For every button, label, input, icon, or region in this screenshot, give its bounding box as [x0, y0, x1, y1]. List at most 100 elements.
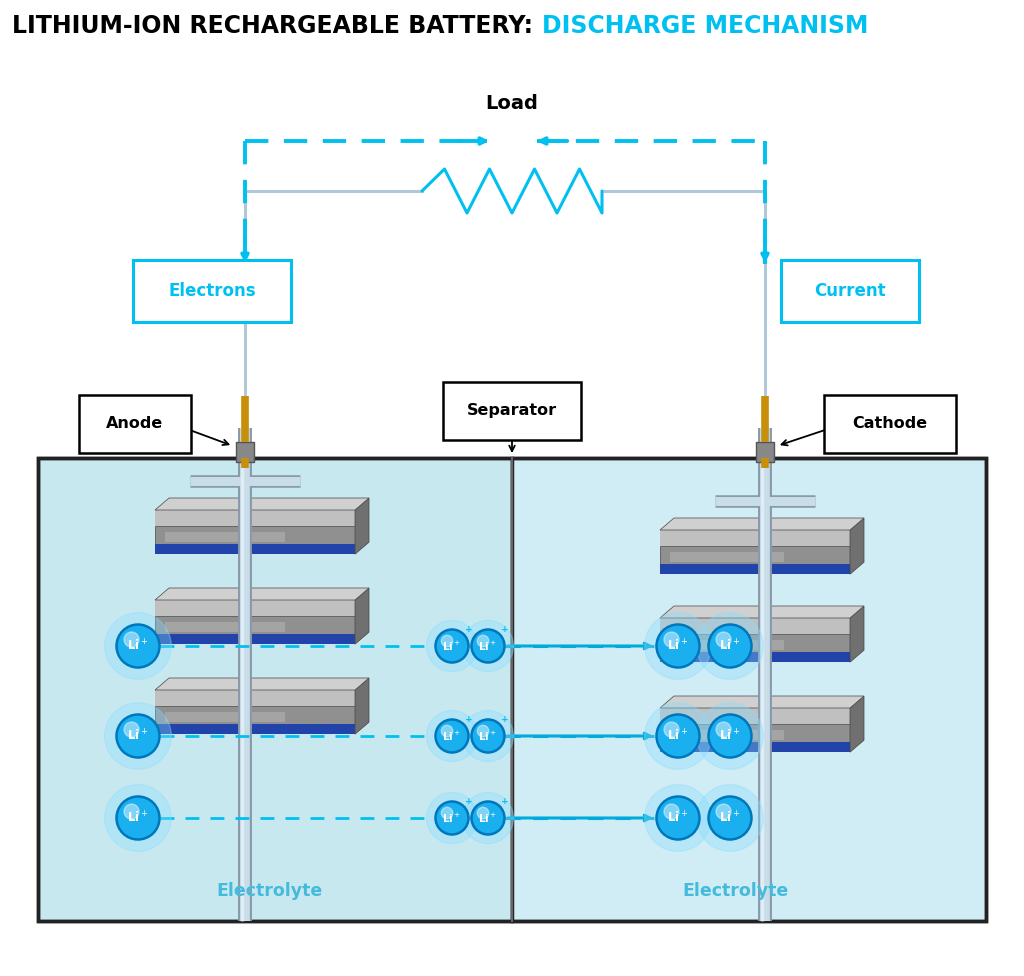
FancyBboxPatch shape — [155, 724, 355, 734]
Circle shape — [656, 796, 699, 839]
Text: Li$^+$: Li$^+$ — [668, 638, 688, 654]
Text: Separator: Separator — [467, 403, 557, 419]
FancyBboxPatch shape — [155, 634, 355, 644]
Text: Anode: Anode — [106, 417, 164, 431]
FancyBboxPatch shape — [660, 564, 850, 574]
Circle shape — [124, 804, 139, 819]
FancyBboxPatch shape — [660, 618, 850, 634]
Text: +: + — [501, 796, 509, 805]
Polygon shape — [155, 498, 369, 510]
FancyBboxPatch shape — [660, 546, 850, 565]
Circle shape — [435, 630, 469, 663]
Text: Li$^+$: Li$^+$ — [127, 810, 148, 826]
Circle shape — [696, 613, 763, 679]
Circle shape — [664, 804, 679, 819]
Circle shape — [477, 807, 488, 819]
Polygon shape — [355, 498, 369, 554]
FancyBboxPatch shape — [670, 640, 784, 650]
Circle shape — [471, 801, 505, 834]
Text: DISCHARGE MECHANISM: DISCHARGE MECHANISM — [542, 14, 868, 38]
FancyBboxPatch shape — [236, 442, 254, 462]
Circle shape — [656, 625, 699, 668]
Circle shape — [709, 796, 752, 839]
FancyBboxPatch shape — [443, 382, 581, 440]
FancyBboxPatch shape — [660, 724, 850, 743]
Circle shape — [441, 725, 453, 737]
FancyBboxPatch shape — [165, 623, 285, 632]
Text: Li$^+$: Li$^+$ — [668, 810, 688, 826]
FancyBboxPatch shape — [512, 458, 986, 921]
Polygon shape — [660, 696, 864, 708]
Circle shape — [124, 722, 139, 737]
Circle shape — [104, 785, 171, 851]
FancyBboxPatch shape — [38, 458, 512, 921]
Text: Electrons: Electrons — [168, 282, 256, 300]
Text: Li$^+$: Li$^+$ — [720, 810, 740, 826]
Text: Li$^+$: Li$^+$ — [442, 811, 462, 825]
Text: Li$^+$: Li$^+$ — [720, 638, 740, 654]
Polygon shape — [355, 678, 369, 734]
Text: +: + — [465, 625, 473, 633]
FancyBboxPatch shape — [660, 652, 850, 662]
Circle shape — [645, 785, 712, 851]
FancyBboxPatch shape — [79, 395, 191, 453]
Text: Li$^+$: Li$^+$ — [478, 639, 498, 653]
FancyBboxPatch shape — [660, 634, 850, 653]
Polygon shape — [660, 606, 864, 618]
Text: +: + — [501, 714, 509, 723]
Polygon shape — [155, 588, 369, 600]
Text: +: + — [501, 625, 509, 633]
Circle shape — [664, 722, 679, 737]
Text: Li$^+$: Li$^+$ — [127, 638, 148, 654]
Text: Electrolyte: Electrolyte — [682, 882, 788, 900]
Text: Electrolyte: Electrolyte — [217, 882, 324, 900]
FancyBboxPatch shape — [670, 552, 784, 562]
FancyBboxPatch shape — [660, 530, 850, 546]
FancyBboxPatch shape — [155, 600, 355, 616]
FancyBboxPatch shape — [133, 260, 291, 322]
Circle shape — [656, 714, 699, 757]
Text: Li$^+$: Li$^+$ — [478, 729, 498, 743]
Circle shape — [463, 793, 514, 843]
FancyBboxPatch shape — [155, 526, 355, 546]
Circle shape — [709, 625, 752, 668]
Circle shape — [716, 632, 731, 647]
FancyBboxPatch shape — [165, 532, 285, 542]
FancyBboxPatch shape — [155, 616, 355, 635]
FancyBboxPatch shape — [155, 545, 355, 554]
FancyBboxPatch shape — [165, 712, 285, 722]
FancyBboxPatch shape — [660, 708, 850, 724]
Circle shape — [441, 635, 453, 647]
Circle shape — [117, 796, 160, 839]
FancyBboxPatch shape — [824, 395, 956, 453]
Circle shape — [471, 630, 505, 663]
FancyBboxPatch shape — [155, 690, 355, 706]
Polygon shape — [155, 678, 369, 690]
Text: Li$^+$: Li$^+$ — [442, 639, 462, 653]
FancyBboxPatch shape — [155, 510, 355, 526]
Circle shape — [477, 635, 488, 647]
Text: Load: Load — [485, 95, 539, 113]
FancyBboxPatch shape — [781, 260, 919, 322]
Circle shape — [716, 804, 731, 819]
Circle shape — [664, 632, 679, 647]
Circle shape — [441, 807, 453, 819]
Circle shape — [696, 703, 763, 769]
Circle shape — [463, 621, 514, 671]
FancyBboxPatch shape — [660, 742, 850, 752]
Text: Current: Current — [814, 282, 886, 300]
Text: LITHIUM-ION RECHARGEABLE BATTERY:: LITHIUM-ION RECHARGEABLE BATTERY: — [12, 14, 542, 38]
Circle shape — [696, 785, 763, 851]
Polygon shape — [660, 518, 864, 530]
Circle shape — [645, 613, 712, 679]
FancyBboxPatch shape — [756, 442, 774, 462]
Polygon shape — [850, 518, 864, 574]
Polygon shape — [850, 696, 864, 752]
Text: +: + — [465, 714, 473, 723]
Circle shape — [117, 625, 160, 668]
Text: Li$^+$: Li$^+$ — [720, 728, 740, 744]
Circle shape — [124, 632, 139, 647]
Circle shape — [426, 711, 477, 761]
Polygon shape — [850, 606, 864, 662]
Circle shape — [645, 703, 712, 769]
